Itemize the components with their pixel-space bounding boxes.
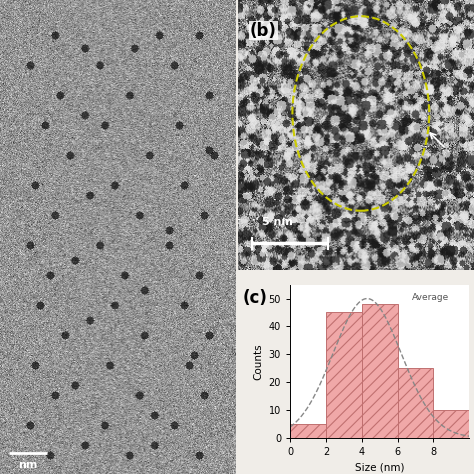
Bar xyxy=(326,312,362,438)
Y-axis label: Counts: Counts xyxy=(253,343,263,380)
Bar xyxy=(433,410,469,438)
Bar xyxy=(398,368,433,438)
Bar xyxy=(362,304,398,438)
Text: (b): (b) xyxy=(250,22,277,40)
Text: 5 nm: 5 nm xyxy=(262,217,292,227)
Bar xyxy=(290,424,326,438)
Text: Average: Average xyxy=(412,293,449,302)
X-axis label: Size (nm): Size (nm) xyxy=(355,462,404,472)
Text: nm: nm xyxy=(18,460,38,470)
Text: (c): (c) xyxy=(243,289,268,307)
